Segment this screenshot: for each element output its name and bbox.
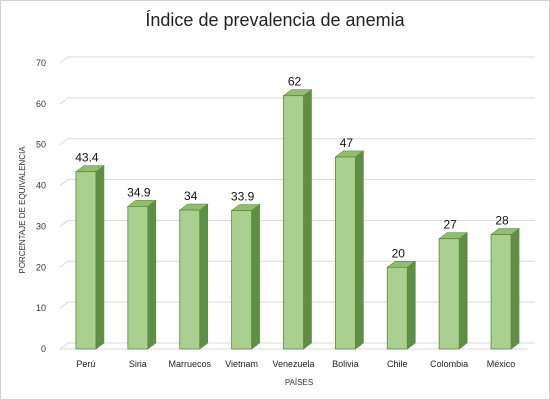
data-label: 43.4 [75,151,99,165]
bar-vietnam [230,203,261,350]
category-label: Bolivia [332,359,359,369]
data-label: 47 [340,136,354,150]
bar-marruecos [178,203,209,350]
gridline-depth [59,342,69,350]
x-axis-title: PAÍSES [285,378,313,387]
data-label: 34 [184,189,198,203]
bar-side [303,89,312,350]
category-label: México [487,359,516,369]
y-tick-label: 30 [36,221,46,231]
bar-side [199,203,209,350]
bar-front [179,209,201,350]
data-label: 27 [443,218,457,232]
bar-front [490,234,512,350]
y-axis-title: PORCENTAJE DE EQUIVALENCIA [18,146,27,274]
bar-siria [126,199,157,350]
gridline-depth [59,260,69,268]
y-tick-label: 60 [36,99,46,109]
data-label: 33.9 [231,189,255,203]
y-tick-label: 10 [36,303,46,313]
bar-side [251,203,260,350]
bar-front [334,156,356,350]
data-label: 20 [392,246,406,260]
y-tick-label: 70 [36,58,46,68]
gridline-depth [59,301,69,309]
bar-front [386,266,408,350]
bar-front [283,95,304,350]
category-label: Vietnam [225,359,258,369]
bars [75,89,520,350]
gridline-depth [59,220,69,227]
category-labels: Perú Siria Marruecos Vietnam Venezuela Bolivi… [76,359,515,369]
category-label: Siria [129,359,147,369]
bar-méxico [490,228,520,350]
bar-side [355,150,364,350]
y-tick-label: 0 [41,344,46,354]
category-label: Chile [387,359,408,369]
bar-side [406,260,416,350]
bar-front [231,210,253,350]
category-label: Venezuela [272,359,314,369]
chart-title: Índice de prevalencia de anemia [145,10,405,30]
data-labels: 43.4 34.9 34 33.9 62 47 20 27 28 [75,75,509,261]
bar-chile [386,260,417,350]
bar-perú [75,165,105,350]
gridline-depth [59,97,69,105]
data-label: 62 [288,75,302,89]
bar-side [458,232,468,350]
data-label: 28 [495,214,509,228]
bar-front [75,171,97,350]
bar-bolivia [334,150,365,350]
y-tick-label: 40 [36,181,46,191]
bar-side [510,228,520,350]
gridline-depth [59,179,69,186]
bar-side [147,199,157,350]
data-label: 34.9 [127,185,151,199]
gridline-depth [59,138,69,146]
category-label: Colombia [430,359,468,369]
bar-side [95,165,105,350]
bar-front [438,238,460,350]
category-label: Perú [76,359,95,369]
bar-venezuela [282,89,313,350]
y-tick-label: 50 [36,140,46,150]
bar-colombia [438,232,469,350]
gridline-depth [59,56,69,64]
bar-front [127,206,149,350]
category-label: Marruecos [168,359,211,369]
y-tick-label: 20 [36,262,46,272]
y-axis-ticks: 0 10 20 30 40 50 60 70 [36,58,46,354]
